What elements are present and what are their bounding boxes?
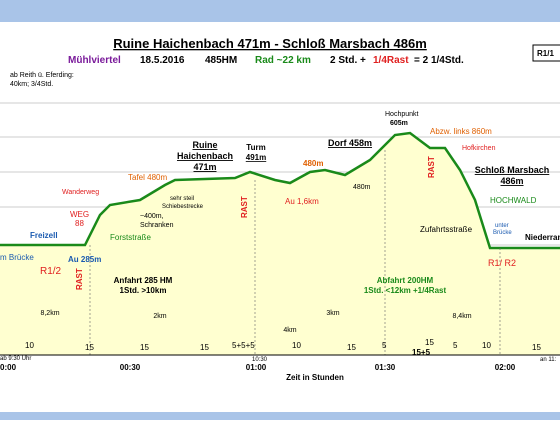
minute: 15	[200, 343, 209, 352]
place: HOCHWALD	[490, 196, 537, 205]
place: Turm	[246, 143, 265, 152]
minute: 10	[482, 341, 491, 350]
time-tick: 01:30	[375, 363, 396, 372]
time-rest: 1/4Rast	[373, 55, 409, 66]
note: ab Reith ü. Eferding:	[10, 72, 74, 79]
place: Schranken	[140, 222, 174, 229]
minute: 15	[85, 343, 94, 352]
rest: RAST	[427, 156, 436, 178]
climb: 485HM	[205, 55, 237, 66]
distance: 3km	[326, 310, 339, 317]
place: m Brücke	[0, 253, 34, 262]
place: 471m	[193, 162, 216, 172]
place: Au 285m	[68, 255, 101, 264]
place: Dorf 458m	[328, 138, 372, 148]
summary: 1Std. >10km	[120, 286, 167, 295]
region: Mühlviertel	[68, 55, 121, 66]
place: unter	[495, 223, 509, 229]
place: R1/2	[40, 266, 62, 277]
time-tick: 02:00	[495, 363, 516, 372]
time-note: an 11:	[540, 357, 557, 363]
minute: 15	[425, 338, 434, 347]
profile-area	[0, 133, 560, 355]
minute: 5+5+5	[232, 341, 255, 350]
place: 486m	[500, 176, 523, 186]
place: Wanderweg	[62, 189, 99, 196]
place: R1/ R2	[488, 258, 516, 268]
place: Niederran	[525, 233, 560, 242]
place: Haichenbach	[177, 151, 233, 161]
rest: RAST	[75, 268, 84, 290]
time-total: = 2 1/4Std.	[414, 55, 464, 66]
note: 40km; 3/4Std.	[10, 81, 53, 88]
place: 480m	[303, 159, 323, 168]
title: Ruine Haichenbach 471m - Schloß Marsbach…	[113, 36, 427, 51]
place: Au 1,6km	[285, 197, 319, 206]
place: ~400m,	[140, 213, 164, 220]
place: Brücke	[493, 230, 512, 236]
place: sehr steil	[170, 196, 194, 202]
time-note: 10:30	[252, 357, 268, 363]
minute: 10	[25, 341, 34, 350]
corner-box	[532, 44, 560, 62]
bike: Rad ~22 km	[255, 55, 311, 66]
corner: R1/1	[537, 49, 554, 58]
place: 491m	[246, 153, 266, 162]
time: 2 Std. +	[330, 55, 366, 66]
rest: RAST	[240, 196, 249, 218]
minute: 15+5	[412, 348, 431, 357]
place: Schloß Marsbach	[475, 165, 550, 175]
place: WEG	[70, 210, 89, 219]
place: 605m	[390, 120, 408, 127]
summary: Abfahrt 200HM	[377, 276, 434, 285]
summary: Anfahrt 285 HM	[114, 276, 173, 285]
time-axis-label: Zeit in Stunden	[286, 373, 344, 382]
distance: 8,4km	[452, 313, 471, 320]
distance: 4km	[283, 327, 296, 334]
distance: 8,2km	[40, 310, 59, 317]
date: 18.5.2016	[140, 55, 185, 66]
minute: 5	[453, 341, 458, 350]
minute: 15	[347, 343, 356, 352]
place: Hochpunkt	[385, 111, 419, 118]
place: Abzw. links 860m	[430, 127, 492, 136]
summary: 1Std. <12km +1/4Rast	[364, 286, 447, 295]
minute: 15	[140, 343, 149, 352]
place: Tafel 480m	[128, 173, 167, 182]
distance: 2km	[153, 313, 166, 320]
place: Schiebestrecke	[162, 204, 204, 210]
time-tick: 00:30	[120, 363, 141, 372]
place: Zufahrtsstraße	[420, 225, 473, 234]
time-note: ab 9:30 Uhr	[0, 356, 31, 362]
minutes: 10 15 15 15 5+5+5 10 15 5 15 5 10 15 15+…	[25, 338, 541, 357]
place: Forststraße	[110, 233, 151, 242]
profile-line	[0, 131, 560, 250]
place: Freizell	[30, 231, 58, 240]
place: 480m	[353, 184, 371, 191]
place: 88	[75, 219, 84, 228]
dividers	[89, 150, 501, 355]
time-tick: 0:00	[0, 363, 17, 372]
minute: 5	[382, 341, 387, 350]
place: Hofkirchen	[462, 145, 496, 152]
minute: 10	[292, 341, 301, 350]
time-tick: 01:00	[246, 363, 267, 372]
minute: 15	[532, 343, 541, 352]
place: Ruine	[192, 140, 217, 150]
